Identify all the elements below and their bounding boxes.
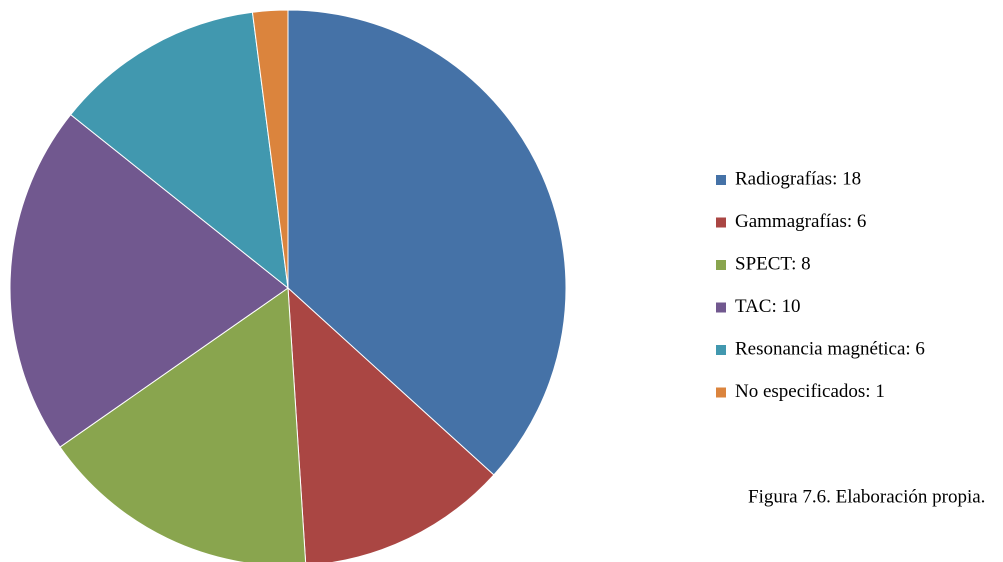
legend-swatch bbox=[716, 345, 726, 355]
pie-slice bbox=[59, 287, 307, 562]
legend-swatch bbox=[716, 217, 726, 228]
pie-slice bbox=[69, 11, 289, 290]
legend-label: No especificados: 1 bbox=[735, 381, 885, 402]
legend-swatch bbox=[716, 175, 726, 185]
pie-slice bbox=[251, 9, 289, 289]
pie-slice bbox=[287, 286, 495, 562]
legend-label: SPECT: 8 bbox=[735, 253, 811, 274]
caption: Figura 7.6. Elaboración propia. bbox=[748, 486, 985, 507]
legend-label: Resonancia magnética: 6 bbox=[735, 338, 925, 359]
legend-swatch bbox=[716, 260, 726, 270]
pie-slice bbox=[9, 113, 289, 448]
legend-label: Gammagrafías: 6 bbox=[735, 211, 866, 232]
legend-swatch bbox=[716, 387, 726, 398]
legend-label: Radiografías: 18 bbox=[735, 168, 861, 189]
pie-slice bbox=[287, 9, 567, 476]
legend-label: TAC: 10 bbox=[735, 296, 801, 317]
legend-swatch bbox=[716, 302, 726, 313]
